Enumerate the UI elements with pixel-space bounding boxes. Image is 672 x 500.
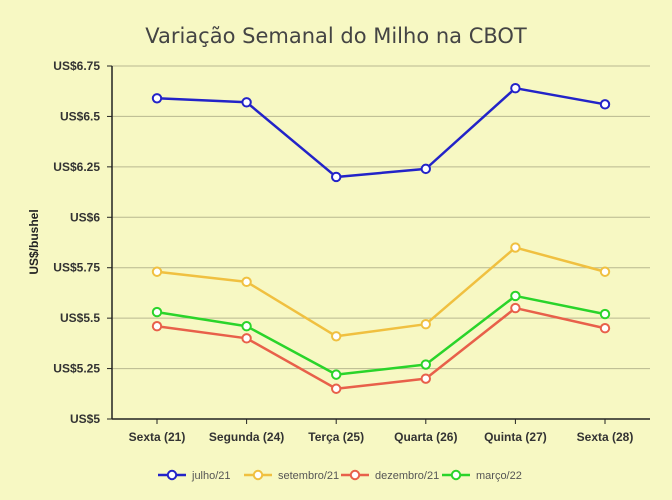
legend-item-julho-21[interactable]: julho/21 (158, 469, 231, 482)
axes (107, 65, 650, 424)
data-point-dezembro-21 (151, 321, 163, 332)
data-point-setembro-21 (331, 331, 342, 342)
data-point-julho-21 (151, 93, 163, 104)
y-tick-label: US$6.5 (60, 109, 100, 123)
x-tick-label: Segunda (24) (209, 430, 284, 444)
y-tick-label: US$6.25 (53, 160, 100, 174)
data-point-mar-o-22 (331, 369, 342, 380)
data-point-setembro-21 (241, 276, 252, 288)
y-axis-label: US$/bushel (27, 209, 41, 274)
y-tick-labels: US$5 US$5.25 US$5.5 US$5.75 US$6 US$6.25 US$6.… (53, 59, 100, 426)
y-tick-label: US$6 (70, 210, 100, 224)
series-line-julho-21 (156, 86, 606, 179)
x-tick-label: Sexta (28) (577, 430, 634, 444)
series-group (151, 82, 611, 394)
y-tick-label: US$5.5 (60, 311, 100, 325)
x-tick-label: Sexta (21) (129, 430, 186, 444)
data-point-dezembro-21 (599, 323, 611, 334)
legend-swatch-marker (450, 469, 462, 481)
data-point-julho-21 (420, 163, 431, 175)
data-point-setembro-21 (420, 318, 431, 330)
legend-item-setembro-21[interactable]: setembro/21 (244, 469, 339, 482)
data-point-setembro-21 (599, 266, 611, 277)
data-point-setembro-21 (510, 242, 521, 253)
y-tick-label: US$5 (70, 412, 100, 426)
series-line-dezembro-21 (156, 306, 606, 390)
legend-label: março/22 (476, 470, 522, 482)
legend[interactable]: julho/21 setembro/21 dezembro/21 março/22 (158, 469, 522, 482)
y-tick-label: US$6.75 (53, 59, 100, 73)
data-point-dezembro-21 (331, 383, 342, 394)
legend-item-dezembro-21[interactable]: dezembro/21 (341, 469, 439, 482)
data-point-dezembro-21 (420, 373, 431, 384)
data-point-mar-o-22 (420, 359, 431, 370)
series-line-setembro-21 (156, 246, 606, 338)
gridlines (112, 65, 650, 370)
legend-label: julho/21 (191, 470, 231, 482)
data-point-setembro-21 (151, 266, 163, 277)
data-point-mar-o-22 (510, 290, 521, 302)
data-point-mar-o-22 (241, 321, 252, 332)
x-tick-label: Terça (25) (308, 430, 364, 444)
data-point-mar-o-22 (599, 308, 611, 320)
legend-swatch-marker (252, 469, 264, 481)
x-tick-labels: Sexta (21) Segunda (24) Terça (25) Quarta (… (129, 430, 634, 444)
legend-label: setembro/21 (278, 470, 339, 482)
data-point-julho-21 (599, 99, 611, 110)
series-line-mar-o-22 (156, 294, 606, 376)
data-point-julho-21 (510, 82, 521, 94)
legend-swatch-marker (349, 469, 361, 481)
x-tick-label: Quinta (27) (484, 430, 547, 444)
legend-swatch-marker (166, 469, 178, 481)
legend-item-mar-o-22[interactable]: março/22 (442, 469, 522, 482)
data-point-julho-21 (241, 97, 252, 108)
y-tick-label: US$5.25 (53, 362, 100, 376)
legend-label: dezembro/21 (375, 470, 439, 482)
data-point-dezembro-21 (510, 302, 521, 314)
x-tick-label: Quarta (26) (394, 430, 457, 444)
data-point-julho-21 (331, 171, 342, 183)
y-tick-label: US$5.75 (53, 261, 100, 275)
chart-title: Variação Semanal do Milho na CBOT (145, 24, 527, 48)
data-point-dezembro-21 (241, 333, 252, 344)
data-point-mar-o-22 (151, 306, 163, 318)
